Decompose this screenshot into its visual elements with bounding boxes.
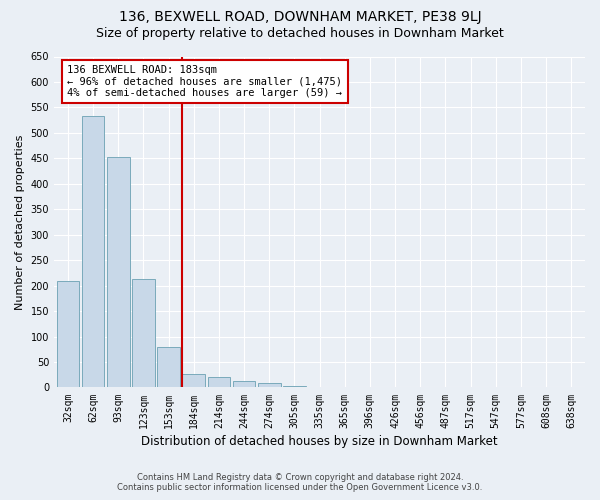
Bar [107,158,130,388]
Bar [535,387,557,388]
Bar [283,386,305,388]
Bar [359,387,381,388]
Text: 136 BEXWELL ROAD: 183sqm
← 96% of detached houses are smaller (1,475)
4% of semi: 136 BEXWELL ROAD: 183sqm ← 96% of detach… [67,65,343,98]
Bar [56,280,79,388]
Text: Contains HM Land Registry data © Crown copyright and database right 2024.
Contai: Contains HM Land Registry data © Crown c… [118,473,482,492]
Bar [233,382,256,388]
Bar [459,387,482,388]
X-axis label: Distribution of detached houses by size in Downham Market: Distribution of detached houses by size … [141,434,498,448]
Bar [182,374,205,388]
Bar [208,378,230,388]
Y-axis label: Number of detached properties: Number of detached properties [15,134,25,310]
Bar [258,384,281,388]
Bar [132,279,155,388]
Bar [82,116,104,388]
Bar [157,346,180,388]
Text: Size of property relative to detached houses in Downham Market: Size of property relative to detached ho… [96,28,504,40]
Text: 136, BEXWELL ROAD, DOWNHAM MARKET, PE38 9LJ: 136, BEXWELL ROAD, DOWNHAM MARKET, PE38 … [119,10,481,24]
